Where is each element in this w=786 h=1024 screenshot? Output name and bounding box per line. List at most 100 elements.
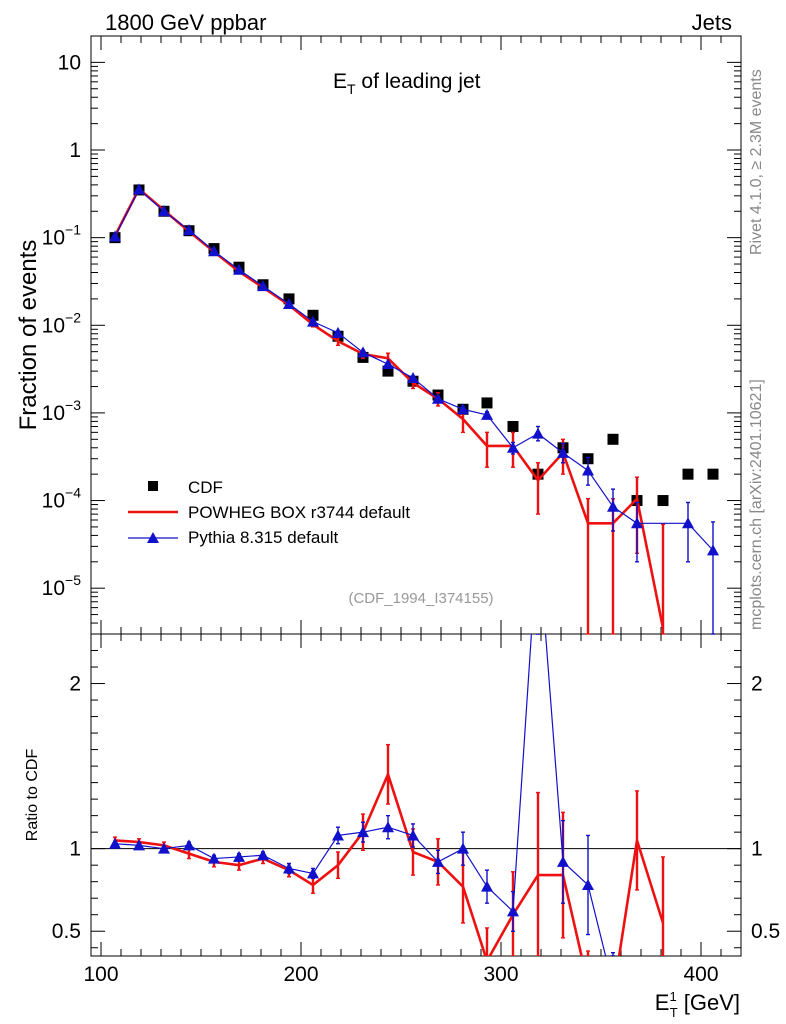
- ratio-pythia-point: [507, 905, 519, 917]
- pythia-data-point: [532, 427, 544, 439]
- pythia-data-point: [382, 358, 394, 370]
- ratio-ytick-label-right: 2: [751, 673, 763, 696]
- pythia-data-point: [432, 392, 444, 404]
- main-ytick-label: 10−4: [42, 485, 82, 513]
- main-ytick-label: 10−2: [42, 309, 82, 337]
- main-ylabel: Fraction of events: [15, 240, 42, 431]
- ratio-ytick-label-right: 0.5: [751, 920, 780, 943]
- ratio-pythia-point: [457, 842, 469, 854]
- header-right: Jets: [692, 10, 732, 35]
- ratio-pythia-point: [432, 855, 444, 867]
- cdf-data-point: [657, 495, 669, 507]
- ratio-pythia-point: [382, 821, 394, 833]
- cdf-data-point: [607, 433, 619, 445]
- main-ytick-label: 10−5: [42, 572, 82, 600]
- xtick-label: 300: [483, 963, 518, 986]
- ratio-pythia-point: [582, 878, 594, 890]
- cdf-data-point: [481, 397, 493, 409]
- ratio-ytick-label-left: 1: [69, 838, 81, 861]
- xlabel-sup: 1: [669, 989, 676, 1004]
- main-ytick-exp: −3: [65, 397, 81, 413]
- xtick-label: 200: [283, 963, 318, 986]
- pythia-data-point: [332, 326, 344, 338]
- pythia-data-point: [158, 205, 170, 217]
- side-label-bottom: mcplots.cern.ch [arXiv:2401.10621]: [748, 379, 765, 630]
- pythia-data-point: [557, 446, 569, 458]
- pythia-data-point: [407, 372, 419, 384]
- xlabel-main: E: [655, 990, 670, 1015]
- main-ytick-base: 1: [69, 139, 81, 162]
- pythia-data-point: [682, 517, 694, 529]
- ratio-ylabel: Ratio to CDF: [24, 749, 41, 842]
- main-ytick-exp: −2: [65, 309, 81, 325]
- title-rest: of leading jet: [356, 70, 481, 93]
- pythia-data-point: [133, 183, 145, 195]
- xtick-label: 100: [83, 963, 118, 986]
- cdf-data-point: [507, 420, 519, 432]
- ratio-pythia-point: [109, 837, 121, 849]
- pythia-data-point: [183, 224, 195, 236]
- ratio-pythia-point: [233, 850, 245, 862]
- pythia-data-point: [283, 297, 295, 309]
- main-ytick-base: 10: [42, 490, 65, 513]
- ratio-pythia-point: [307, 867, 319, 879]
- ratio-pythia-point: [257, 849, 269, 861]
- ratio-series-layer: [109, 634, 665, 956]
- xlabel-rest: [GeV]: [678, 990, 740, 1015]
- cdf-data-point: [307, 309, 319, 321]
- ratio-pythia-point: [208, 852, 220, 864]
- legend-label-cdf: CDF: [188, 478, 223, 497]
- ratio-pythia-point: [357, 826, 369, 838]
- ratio-pythia-point: [481, 880, 493, 892]
- ratio-powheg-line: [114, 770, 665, 956]
- main-ytick-base: 10: [58, 51, 81, 74]
- main-ytick-label: 10−1: [42, 222, 82, 250]
- xlabel-sub: T: [670, 1005, 678, 1020]
- cdf-data-point: [382, 365, 394, 377]
- xlabel: E1 T [GeV]: [655, 989, 740, 1020]
- ratio-pythia-point: [133, 839, 145, 851]
- legend-marker-cdf: [148, 481, 158, 491]
- main-ytick-base: 10: [42, 314, 65, 337]
- powheg-series-line: [113, 186, 665, 629]
- ratio-pythia-point: [283, 862, 295, 874]
- cdf-data-point: [682, 468, 694, 480]
- legend-label-pythia: Pythia 8.315 default: [188, 528, 339, 547]
- main-ytick-label: 10: [58, 51, 81, 74]
- xtick-label: 400: [683, 963, 718, 986]
- pythia-data-point: [233, 263, 245, 275]
- main-ytick-exp: −5: [65, 572, 81, 588]
- pythia-data-point: [481, 408, 493, 420]
- side-label-top: Rivet 4.1.0, ≥ 2.3M events: [748, 69, 765, 255]
- analysis-id: (CDF_1994_I374155): [348, 590, 493, 607]
- cdf-data-point: [707, 468, 719, 480]
- ratio-pythia-point: [158, 842, 170, 854]
- ratio-series-group: [109, 634, 665, 956]
- title-sub: T: [347, 81, 356, 97]
- ratio-axis-ticks: 0.5 0.5 1 1 2 2 100 200 300 400: [52, 633, 780, 986]
- ratio-pythia-point: [183, 839, 195, 851]
- ratio-ytick-label-left: 0.5: [52, 920, 81, 943]
- main-ytick-base: 10: [42, 227, 65, 250]
- pythia-data-point: [307, 315, 319, 327]
- main-title: ET of leading jet: [333, 70, 481, 97]
- pythia-data-point: [582, 464, 594, 476]
- main-ytick-exp: −4: [65, 485, 81, 501]
- pythia-data-point: [707, 544, 719, 556]
- ratio-pythia-point: [407, 829, 419, 841]
- ratio-ytick-label-left: 2: [69, 673, 81, 696]
- pythia-series-line: [114, 188, 714, 551]
- pythia-data-point: [607, 500, 619, 512]
- main-ytick-label: 1: [69, 139, 81, 162]
- ratio-plot-frame: [90, 633, 742, 957]
- ratio-pythia-point: [332, 829, 344, 841]
- main-ytick-exp: −1: [65, 222, 81, 238]
- main-ytick-label: 10−3: [42, 397, 82, 425]
- ratio-ytick-label-right: 1: [751, 838, 763, 861]
- pythia-data-point: [109, 230, 121, 242]
- pythia-data-point: [507, 441, 519, 453]
- main-ytick-base: 10: [42, 577, 65, 600]
- pythia-data-point: [257, 280, 269, 292]
